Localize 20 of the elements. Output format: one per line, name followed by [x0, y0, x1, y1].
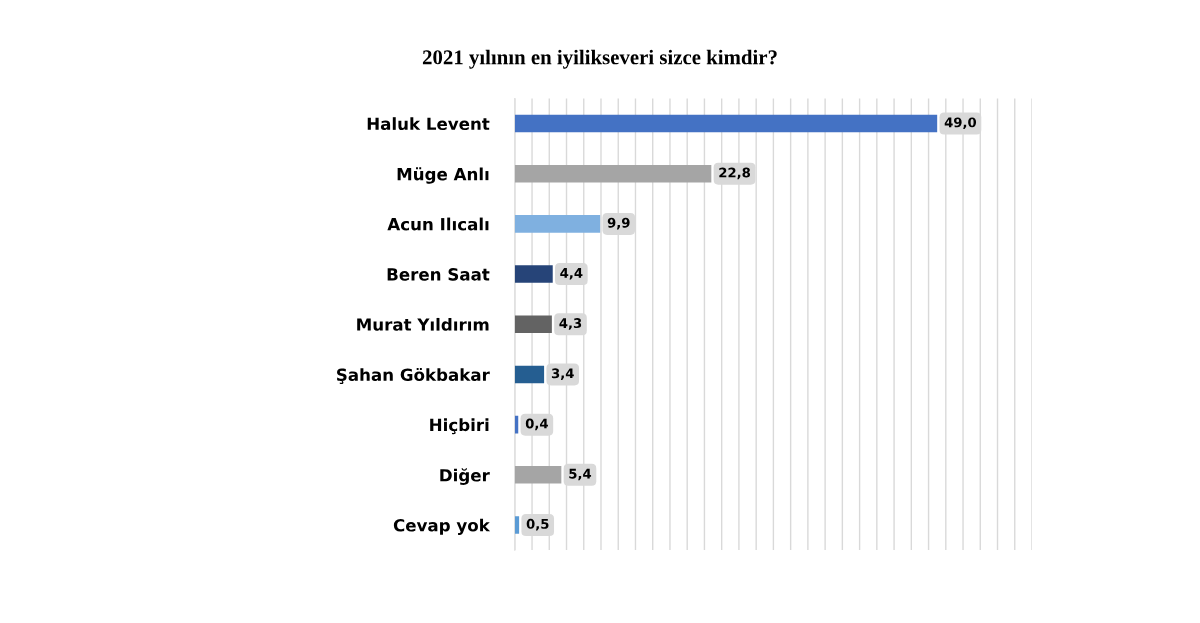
data-label: 0,4	[525, 418, 548, 431]
data-label: 22,8	[719, 167, 751, 180]
data-label: 49,0	[944, 117, 977, 130]
y-tick-label: Hiçbiri	[430, 418, 489, 435]
y-tick-label: Murat Yıldırım	[357, 317, 489, 331]
y-tick-label: Beren Saat	[387, 268, 490, 281]
data-label: 9,9	[607, 217, 630, 230]
y-tick-label: Diğer	[440, 468, 490, 485]
data-label: 0,5	[526, 518, 549, 531]
y-tick-label: Acun Ilıcalı	[387, 217, 489, 231]
y-tick-label: Cevap yok	[393, 518, 491, 535]
data-label: 5,4	[569, 468, 592, 481]
y-tick-label: Haluk Levent	[367, 117, 490, 131]
y-tick-label: Müge Anlı	[397, 167, 489, 184]
bar	[514, 516, 520, 534]
data-label: 4,4	[560, 268, 583, 280]
chart-title: 2021 yılının en iyilikseveri sizce kimdir?	[422, 49, 777, 69]
y-tick-label: Şahan Gökbakar	[337, 367, 490, 385]
data-label: 4,3	[559, 318, 582, 330]
data-label: 3,4	[551, 368, 574, 380]
